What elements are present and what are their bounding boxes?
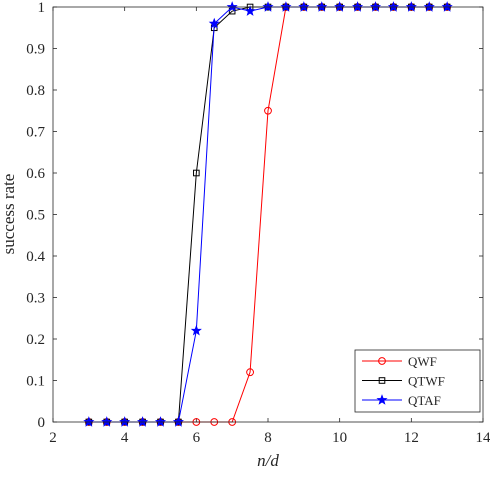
y-tick-label: 0.9: [26, 42, 45, 58]
y-tick-label: 0.6: [26, 166, 45, 182]
x-tick-label: 6: [193, 430, 201, 446]
x-tick-label: 10: [332, 430, 347, 446]
x-tick-label: 4: [121, 430, 129, 446]
legend-label-qtwf: QTWF: [408, 374, 445, 389]
y-tick-label: 0.5: [26, 208, 45, 224]
x-tick-label: 8: [264, 430, 272, 446]
x-axis-title: n/d: [257, 451, 279, 470]
legend-label-qtaf: QTAF: [408, 393, 441, 408]
x-tick-label: 12: [404, 430, 419, 446]
x-tick-label: 14: [476, 430, 490, 446]
y-tick-label: 0: [38, 415, 46, 431]
y-axis-title: success rate: [0, 174, 18, 255]
y-tick-label: 0.7: [26, 125, 45, 141]
legend-label-qwf: QWF: [408, 354, 437, 369]
y-tick-label: 0.1: [26, 374, 45, 390]
y-tick-label: 0.3: [26, 291, 45, 307]
x-tick-label: 2: [49, 430, 57, 446]
y-tick-label: 0.8: [26, 83, 45, 99]
y-tick-label: 1: [38, 0, 46, 16]
legend: QWF QTWF QTAF: [355, 350, 480, 412]
y-tick-label: 0.4: [26, 249, 45, 265]
y-tick-label: 0.2: [26, 332, 45, 348]
